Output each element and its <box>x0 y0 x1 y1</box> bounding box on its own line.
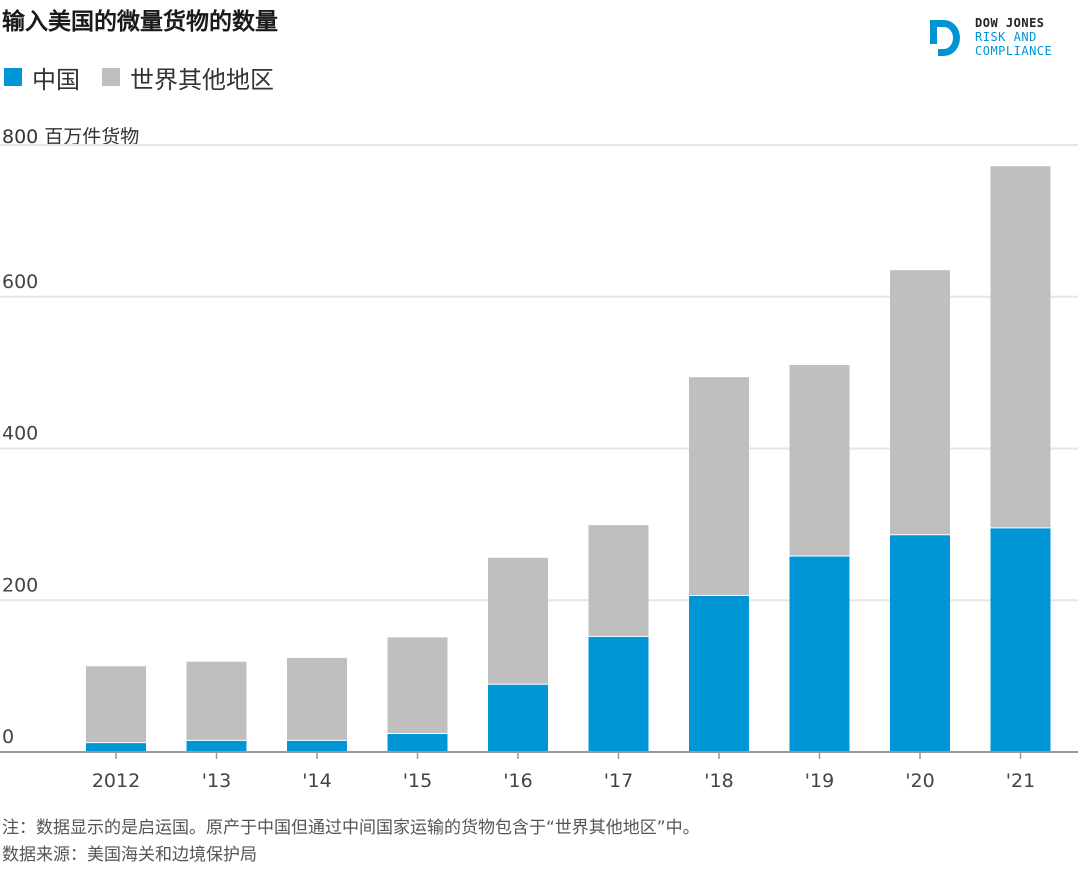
x-tick-label: '21 <box>1006 770 1035 792</box>
y-tick-label: 400 <box>2 423 38 445</box>
bar-segment-china <box>689 594 749 752</box>
footer-notes: 注：数据显示的是启运国。原产于中国但通过中间国家运输的货物包含于“世界其他地区”… <box>2 815 700 869</box>
bar-segment-china <box>86 742 146 752</box>
y-axis-unit-label: 800 百万件货物 <box>2 126 140 148</box>
legend: 中国 世界其他地区 <box>4 60 296 95</box>
bar-segment-rest <box>186 661 247 740</box>
legend-item-rest: 世界其他地区 <box>102 60 274 95</box>
x-tick-label: '19 <box>805 770 834 792</box>
legend-label-china: 中国 <box>32 65 80 94</box>
bar-segment-china <box>588 635 649 752</box>
bar-segment-rest <box>488 557 548 684</box>
footer-source: 数据来源：美国海关和边境保护局 <box>2 845 257 865</box>
legend-label-rest: 世界其他地区 <box>130 65 274 94</box>
bar-segment-rest <box>287 657 347 740</box>
x-tick-label: '13 <box>202 770 231 792</box>
bar-segment-rest <box>689 377 749 595</box>
logo-line-2: RISK AND <box>975 30 1037 44</box>
bar-segment-rest <box>789 365 850 556</box>
x-tick-label: '15 <box>403 770 432 792</box>
bar-segment-china <box>789 555 850 752</box>
dow-jones-logo: DOW JONES RISK AND COMPLIANCE <box>928 16 1078 62</box>
x-tick-label: 2012 <box>92 770 140 792</box>
bar-segment-rest <box>990 166 1051 528</box>
bar-segment-china <box>287 739 347 752</box>
bar-segment-rest <box>588 525 649 636</box>
x-tick-label: '20 <box>905 770 934 792</box>
x-tick-label: '16 <box>503 770 532 792</box>
y-tick-label: 200 <box>2 574 38 596</box>
bar-segment-rest <box>387 637 448 734</box>
bar-segment-china <box>890 534 950 752</box>
logo-line-3: COMPLIANCE <box>975 44 1053 58</box>
bar-segment-china <box>387 733 448 752</box>
dow-jones-d-icon <box>930 20 960 56</box>
x-tick-label: '18 <box>704 770 733 792</box>
chart-title: 输入美国的微量货物的数量 <box>2 9 278 35</box>
footer-note: 注：数据显示的是启运国。原产于中国但通过中间国家运输的货物包含于“世界其他地区”… <box>2 818 700 838</box>
legend-swatch-china <box>4 68 22 86</box>
x-tick-label: '17 <box>604 770 633 792</box>
bar-segment-rest <box>86 666 146 743</box>
legend-item-china: 中国 <box>4 60 80 95</box>
bar-segment-china <box>488 683 548 752</box>
legend-swatch-rest <box>102 68 120 86</box>
y-tick-label: 600 <box>2 271 38 293</box>
bar-segment-china <box>186 739 247 752</box>
x-tick-label: '14 <box>302 770 331 792</box>
y-tick-label: 0 <box>2 726 14 748</box>
bar-segment-rest <box>890 270 950 535</box>
bar-segment-china <box>990 527 1051 752</box>
logo-line-1: DOW JONES <box>975 16 1045 30</box>
